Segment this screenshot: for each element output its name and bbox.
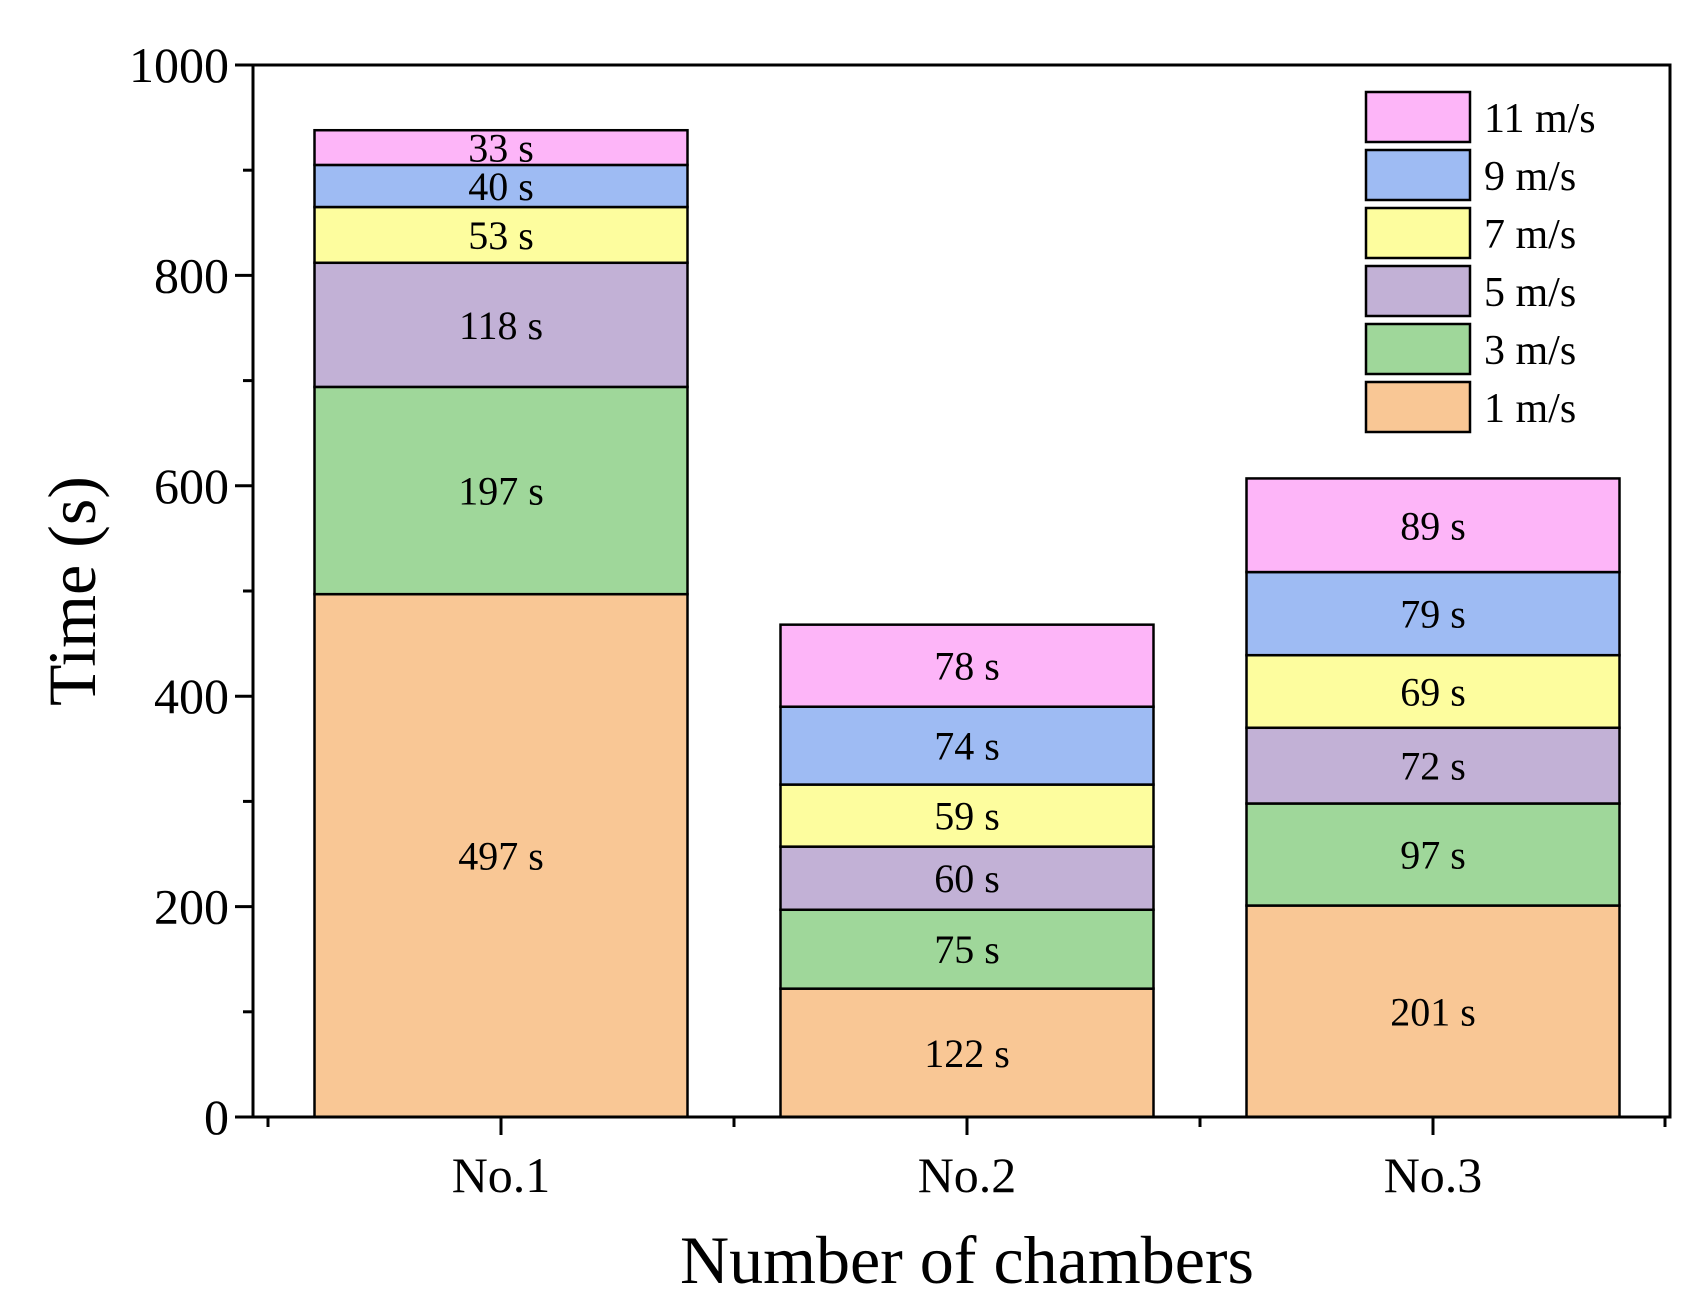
bar-value-label: 197 s (458, 469, 544, 514)
y-tick-label: 600 (154, 458, 229, 514)
x-tick-label: No.2 (918, 1147, 1017, 1203)
bar-value-label: 59 s (934, 794, 1000, 839)
y-tick-label: 200 (154, 879, 229, 935)
bar-segment-no3-5ms (1245, 726, 1621, 805)
bar-segment-no2-1ms (779, 987, 1155, 1119)
bar-value-label: 122 s (924, 1031, 1010, 1076)
bar-segment-no1-7ms (313, 205, 689, 265)
bar-value-label: 69 s (1400, 669, 1466, 714)
bar-segment-no3-11ms (1245, 477, 1621, 574)
legend-swatch (1364, 264, 1472, 318)
legend-swatch (1364, 380, 1472, 434)
bar-value-label: 74 s (934, 724, 1000, 769)
bar-segment-no1-1ms (313, 592, 689, 1119)
legend-label: 7 m/s (1484, 212, 1576, 258)
axes-layer: 0 200 400 600 800 1000 No.1 No.2 No.3 (129, 37, 1667, 1203)
bar-value-label: 97 s (1400, 833, 1466, 878)
y-tick-label: 400 (154, 668, 229, 724)
y-tick-label: 0 (204, 1089, 229, 1145)
legend-label: 11 m/s (1484, 96, 1596, 142)
bar-segment-no2-11ms (779, 623, 1155, 708)
bar-value-label: 89 s (1400, 503, 1466, 548)
bar-segment-no3-1ms (1245, 904, 1621, 1119)
bar-segment-no2-3ms (779, 908, 1155, 990)
bar-value-label: 79 s (1400, 592, 1466, 637)
legend-swatch (1364, 148, 1472, 202)
legend-label: 1 m/s (1484, 386, 1576, 432)
x-tick-label: No.1 (452, 1147, 551, 1203)
y-axis-title: Time (s) (34, 476, 110, 706)
bar-segment-no3-7ms (1245, 653, 1621, 730)
legend-swatch (1364, 90, 1472, 144)
x-tick-label: No.3 (1384, 1147, 1483, 1203)
legend-label: 9 m/s (1484, 154, 1576, 200)
bar-segment-no2-5ms (779, 845, 1155, 912)
legend-swatch (1364, 322, 1472, 376)
bar-value-label: 53 s (468, 213, 534, 258)
legend-label: 5 m/s (1484, 270, 1576, 316)
bars-layer: 497 s 197 s 118 s 53 s40 s33 s 122 s 75 s 60 s… (313, 126, 1621, 1119)
bar-segment-no1-11ms (313, 128, 689, 167)
bar-value-label: 60 s (934, 856, 1000, 901)
bar-value-label: 497 s (458, 834, 544, 879)
x-axis-title: Number of chambers (680, 1222, 1254, 1298)
bar-segment-no3-3ms (1245, 802, 1621, 907)
bar-value-label: 78 s (934, 644, 1000, 689)
bar-segment-no1-5ms (313, 261, 689, 389)
legend-swatch (1364, 206, 1472, 260)
bar-value-label: 75 s (934, 927, 1000, 972)
bar-segment-no2-7ms (779, 783, 1155, 848)
legend: 11 m/s 9 m/s 7 m/s 5 m/s 3 m/s 1 m/s (1364, 90, 1596, 434)
bar-value-label: 118 s (459, 303, 543, 348)
bar-segment-no3-9ms (1245, 570, 1621, 657)
bar-segment-no2-9ms (779, 705, 1155, 786)
bar-value-label: 33 s (468, 126, 534, 171)
bar-value-label: 72 s (1400, 744, 1466, 789)
bar-segment-no1-9ms (313, 163, 689, 209)
bar-value-label: 40 s (468, 164, 534, 209)
legend-label: 3 m/s (1484, 328, 1576, 374)
y-tick-label: 1000 (129, 37, 229, 93)
bar-value-label: 201 s (1390, 989, 1476, 1034)
y-tick-label: 800 (154, 247, 229, 303)
